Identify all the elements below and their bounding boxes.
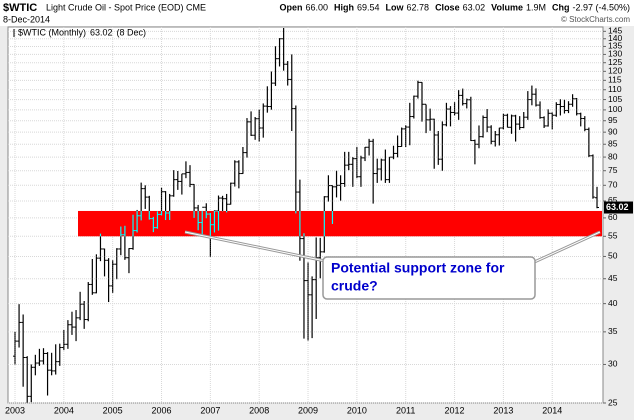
- callout-box: [322, 256, 536, 300]
- y-tick-label: 40: [608, 298, 618, 308]
- y-tick-label: 120: [608, 66, 622, 76]
- callout-pointer: [184, 231, 331, 263]
- bars: [13, 28, 600, 403]
- x-tick-label: 2014: [542, 405, 562, 415]
- y-tick-label: 70: [608, 180, 618, 190]
- axes: 2530354045505560657075808590951001051101…: [5, 26, 633, 415]
- callout: [184, 230, 601, 300]
- y-tick-label: 140: [608, 33, 622, 43]
- y-tick-label: 125: [608, 57, 622, 67]
- x-tick-label: 2003: [5, 405, 25, 415]
- legend: $WTIC (Monthly) 63.02 (8 Dec): [13, 27, 147, 37]
- y-tick-label: 90: [608, 126, 618, 136]
- annotation-text: crude?: [331, 278, 378, 294]
- stat-value: 69.54: [357, 2, 380, 12]
- copyright: © StockCharts.com: [561, 15, 630, 24]
- stat-label: Chg: [552, 2, 570, 12]
- y-tick-label: 85: [608, 139, 618, 149]
- stat-label: Close: [435, 2, 460, 12]
- symbol: $WTIC: [3, 2, 37, 14]
- y-tick-label: 75: [608, 165, 618, 175]
- x-tick-label: 2013: [493, 405, 513, 415]
- price-tag: 63.02: [606, 202, 629, 212]
- legend-value: 63.02: [90, 27, 113, 37]
- y-tick-label: 65: [608, 195, 618, 205]
- y-tick-label: 95: [608, 115, 618, 125]
- y-tick-label: 135: [608, 41, 622, 51]
- x-tick-label: 2010: [347, 405, 367, 415]
- x-tick-label: 2005: [103, 405, 123, 415]
- stat-label: Volume: [491, 2, 523, 12]
- stat-label: Low: [386, 2, 405, 12]
- support-band: [78, 210, 602, 237]
- y-tick-label: 100: [608, 104, 622, 114]
- annotation: Potential support zone for crude?: [331, 260, 505, 294]
- x-tick-label: 2007: [200, 405, 220, 415]
- y-tick-label: 145: [608, 26, 622, 36]
- legend-date: (8 Dec): [117, 27, 147, 37]
- y-tick-label: 60: [608, 212, 618, 222]
- y-tick-label: 105: [608, 94, 622, 104]
- stat-value: -2.97 (-4.50%): [572, 2, 630, 12]
- x-tick-label: 2008: [249, 405, 269, 415]
- description: Light Crude Oil - Spot Price (EOD) CME: [46, 2, 206, 12]
- stat-label: Open: [279, 2, 302, 12]
- stat-value: 66.00: [305, 2, 328, 12]
- y-tick-label: 50: [608, 251, 618, 261]
- header-bg: [0, 0, 634, 26]
- annotation-text: Potential support zone for: [331, 260, 505, 276]
- y-tick-label: 30: [608, 359, 618, 369]
- y-tick-label: 25: [608, 397, 618, 407]
- stat-value: 62.78: [407, 2, 430, 12]
- x-tick-label: 2011: [396, 405, 415, 415]
- price-tag-bg: [604, 201, 633, 214]
- band-layer: [78, 210, 602, 237]
- x-tick-label: 2012: [445, 405, 465, 415]
- x-tick-label: 2009: [298, 405, 318, 415]
- y-tick-label: 45: [608, 273, 618, 283]
- stat-value: 1.9M: [526, 2, 546, 12]
- y-tick-label: 115: [608, 75, 622, 85]
- y-tick-label: 110: [608, 84, 622, 94]
- y-tick-label: 80: [608, 151, 618, 161]
- y-tick-label: 35: [608, 326, 618, 336]
- stat-label: High: [334, 2, 354, 12]
- y-tick-label: 130: [608, 49, 622, 59]
- callout-pointer: [529, 231, 601, 265]
- date: 8-Dec-2014: [3, 14, 50, 24]
- x-tick-label: 2006: [152, 405, 172, 415]
- x-tick-label: 2004: [54, 405, 74, 415]
- legend-name: $WTIC (Monthly): [18, 27, 86, 37]
- stat-value: 63.02: [463, 2, 486, 12]
- y-tick-label: 55: [608, 231, 618, 241]
